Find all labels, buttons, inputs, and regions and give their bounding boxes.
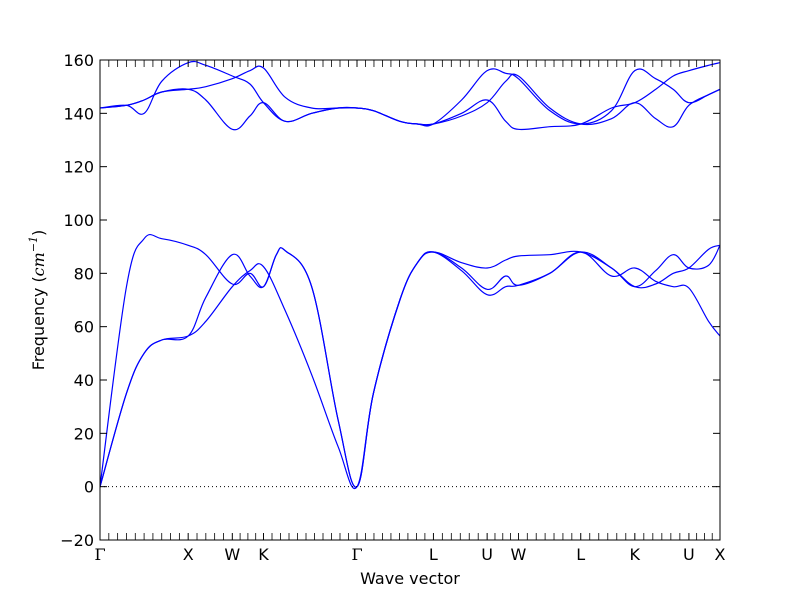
y-tick-label: 0 <box>84 478 94 497</box>
y-tick-label: −20 <box>60 531 94 550</box>
x-tick-label: U <box>683 545 695 564</box>
phonon-branch-3 <box>100 233 720 488</box>
x-tick-label: L <box>429 545 438 564</box>
x-tick-label: L <box>576 545 585 564</box>
x-tick-label: X <box>715 545 726 564</box>
x-tick-label: K <box>630 545 641 564</box>
x-tick-label: U <box>481 545 493 564</box>
x-tick-label: Γ <box>351 545 362 564</box>
x-tick-label: W <box>224 545 240 564</box>
y-tick-label: 40 <box>74 371 94 390</box>
phonon-branch-6 <box>100 62 720 131</box>
y-axis-title-suffix: ) <box>29 230 48 236</box>
y-tick-label: 140 <box>63 104 94 123</box>
x-tick-label: X <box>183 545 194 564</box>
x-tick-label: Γ <box>94 545 105 564</box>
y-tick-label: 160 <box>63 51 94 70</box>
x-tick-label: W <box>510 545 526 564</box>
phonon-branch-1 <box>100 251 720 490</box>
y-axis-title-prefix: Frequency ( <box>29 276 48 370</box>
y-axis-title-exponent: −1 <box>27 236 40 252</box>
y-tick-label: 60 <box>74 318 94 337</box>
y-axis-title-unit: cm <box>29 252 48 276</box>
series-layer <box>100 60 720 490</box>
x-tick-label: K <box>258 545 269 564</box>
y-tick-label: 20 <box>74 424 94 443</box>
phonon-branch-4 <box>100 60 720 128</box>
y-axis-title: Frequency (cm−1) <box>27 230 48 371</box>
plot-frame <box>99 59 721 541</box>
y-tick-label: 100 <box>63 211 94 230</box>
x-axis-title: Wave vector <box>360 569 460 588</box>
phonon-branch-5 <box>100 68 720 131</box>
y-tick-label: 80 <box>74 264 94 283</box>
y-ticks: −20 0 20 40 60 80 100 120 140 160 <box>60 51 720 550</box>
y-tick-label: 120 <box>63 158 94 177</box>
